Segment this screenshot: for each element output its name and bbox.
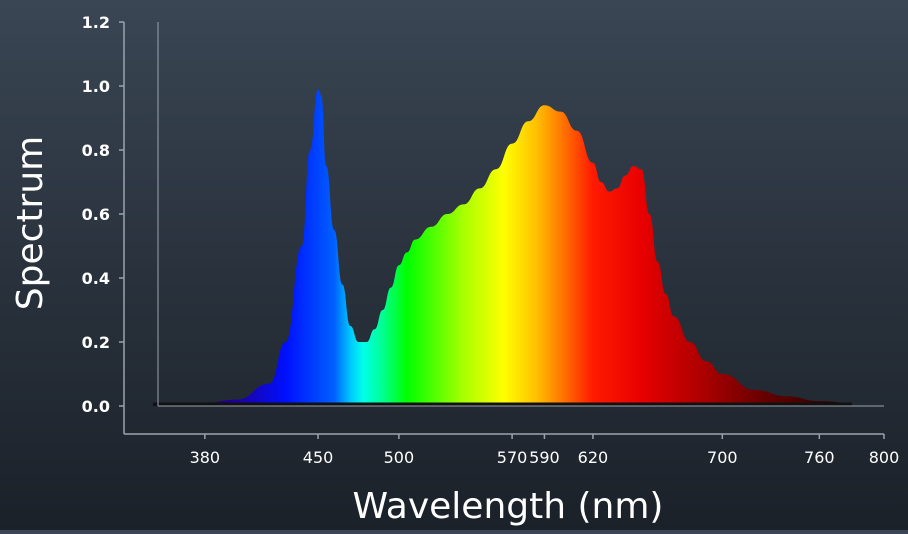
plot-area: [153, 89, 852, 406]
y-tick-label: 1.0: [82, 77, 110, 96]
x-tick-label: 760: [804, 448, 835, 467]
y-tick-label: 0.8: [82, 141, 110, 160]
y-axis-title: Spectrum: [10, 136, 51, 310]
x-tick-label: 590: [529, 448, 560, 467]
y-tick-label: 1.2: [82, 13, 110, 32]
x-tick-label: 450: [303, 448, 334, 467]
x-tick-label: 620: [578, 448, 609, 467]
x-axis-title: Wavelength (nm): [353, 486, 664, 527]
x-tick-label: 570: [497, 448, 528, 467]
y-tick-label: 0.6: [82, 205, 110, 224]
y-tick-label: 0.0: [82, 397, 110, 416]
y-tick-label: 0.4: [82, 269, 110, 288]
x-tick-label: 500: [384, 448, 415, 467]
x-tick-label: 800: [869, 448, 900, 467]
x-tick-label: 700: [707, 448, 738, 467]
y-tick-label: 0.2: [82, 333, 110, 352]
x-tick-label: 380: [190, 448, 221, 467]
spectrum-area: [153, 89, 852, 406]
axes: 0.0 0.2 0.4 0.6 0.8 1.0 1.2 380 450 500 570 590 620 7…: [82, 13, 900, 467]
